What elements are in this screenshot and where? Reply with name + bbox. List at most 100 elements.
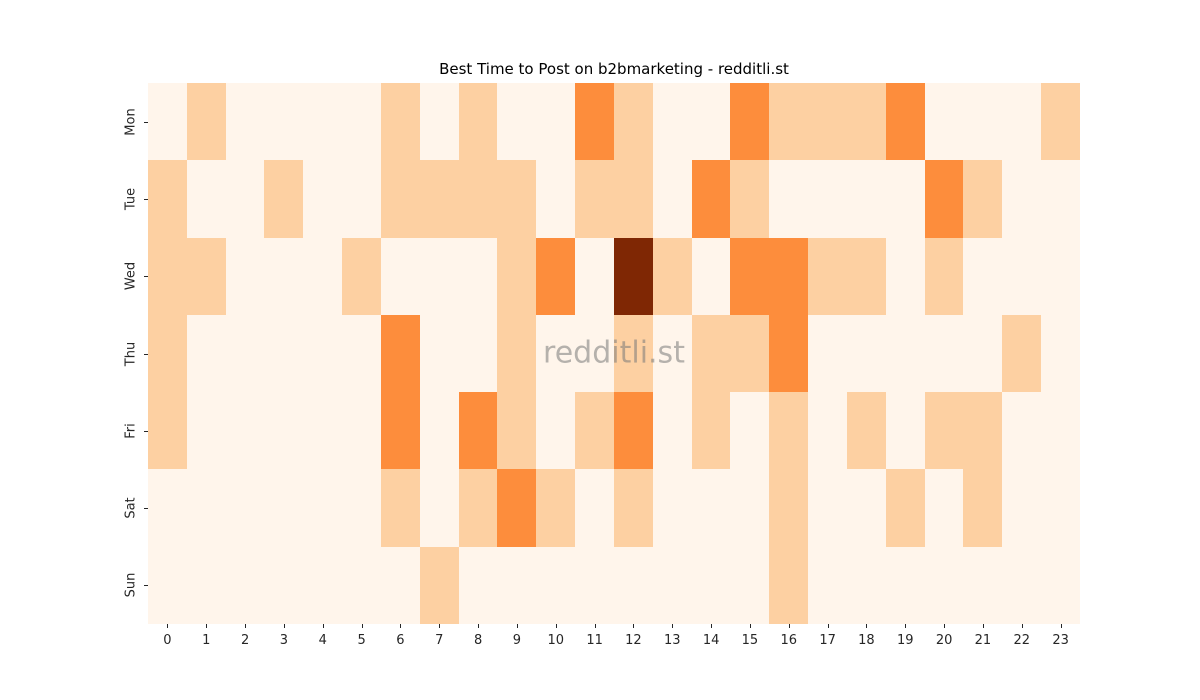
heatmap-cell xyxy=(963,160,1003,238)
x-tick-label: 21 xyxy=(974,633,992,648)
heatmap-cell xyxy=(730,392,770,470)
heatmap-cell xyxy=(148,469,187,547)
heatmap-cell xyxy=(885,469,925,547)
heatmap-grid xyxy=(148,83,1080,624)
heatmap-cell xyxy=(186,83,226,161)
heatmap-cell xyxy=(148,83,187,161)
heatmap-cell xyxy=(691,392,731,470)
heatmap-cell xyxy=(575,546,614,624)
heatmap-cell xyxy=(575,160,614,238)
heatmap-cell xyxy=(458,237,498,315)
heatmap-cell xyxy=(730,160,770,238)
heatmap-cell xyxy=(186,237,226,315)
x-tick-label: 0 xyxy=(163,633,172,648)
heatmap-cell xyxy=(769,83,809,161)
heatmap-cell xyxy=(536,314,576,393)
x-tick-label: 2 xyxy=(240,633,250,648)
chart-title: Best Time to Post on b2bmarketing - redd… xyxy=(439,60,789,78)
heatmap-cell xyxy=(264,392,304,470)
heatmap-cell xyxy=(575,392,614,470)
x-tick-label: 3 xyxy=(279,633,289,648)
x-tick-label: 14 xyxy=(702,633,720,648)
heatmap-cell xyxy=(536,469,576,547)
heatmap-cell xyxy=(1002,392,1042,470)
x-tick-mark xyxy=(206,624,208,628)
heatmap-cell xyxy=(303,237,343,315)
heatmap-cell xyxy=(613,160,653,238)
heatmap-cell xyxy=(1041,237,1080,315)
heatmap-cell xyxy=(691,237,731,315)
heatmap-cell xyxy=(536,392,576,470)
y-tick-mark xyxy=(144,585,148,587)
heatmap-cell xyxy=(846,237,886,315)
heatmap-cell xyxy=(186,314,226,393)
heatmap-cell xyxy=(497,160,537,238)
y-tick-label: Sun xyxy=(123,573,139,598)
heatmap-cell xyxy=(342,237,381,315)
heatmap-cell xyxy=(963,469,1003,547)
heatmap-cell xyxy=(497,546,537,624)
heatmap-cell xyxy=(303,469,343,547)
heatmap-cell xyxy=(536,83,576,161)
heatmap-cell xyxy=(497,314,537,393)
heatmap-cell xyxy=(575,469,614,547)
heatmap-cell xyxy=(148,237,187,315)
plot-area: redditli.st xyxy=(148,83,1080,624)
x-tick-mark xyxy=(478,624,480,628)
heatmap-cell xyxy=(575,314,614,393)
heatmap-cell xyxy=(885,314,925,393)
heatmap-cell xyxy=(691,469,731,547)
y-tick-mark xyxy=(144,276,148,278)
heatmap-cell xyxy=(264,160,304,238)
heatmap-cell xyxy=(730,546,770,624)
heatmap-cell xyxy=(691,83,731,161)
heatmap-cell xyxy=(342,160,381,238)
heatmap-cell xyxy=(808,314,847,393)
heatmap-cell xyxy=(613,392,653,470)
heatmap-cell xyxy=(148,160,187,238)
x-tick-mark xyxy=(982,624,984,628)
heatmap-cell xyxy=(846,546,886,624)
x-tick-label: 15 xyxy=(741,633,759,648)
heatmap-cell xyxy=(303,83,343,161)
heatmap-cell xyxy=(963,314,1003,393)
heatmap-cell xyxy=(419,392,459,470)
heatmap-cell xyxy=(1041,469,1080,547)
heatmap-cell xyxy=(380,160,420,238)
heatmap-cell xyxy=(380,314,420,393)
x-tick-label: 5 xyxy=(357,633,366,648)
y-tick-mark xyxy=(144,121,148,123)
x-tick-label: 1 xyxy=(202,633,211,648)
heatmap-cell xyxy=(303,160,343,238)
heatmap-cell xyxy=(264,314,304,393)
heatmap-cell xyxy=(536,237,576,315)
heatmap-cell xyxy=(380,469,420,547)
heatmap-cell xyxy=(303,314,343,393)
heatmap-cell xyxy=(458,83,498,161)
heatmap-cell xyxy=(730,314,770,393)
heatmap-cell xyxy=(1002,546,1042,624)
heatmap-cell xyxy=(1002,469,1042,547)
heatmap-cell xyxy=(264,546,304,624)
heatmap-cell xyxy=(148,392,187,470)
heatmap-cell xyxy=(730,237,770,315)
heatmap-cell xyxy=(846,160,886,238)
y-tick-label: Tue xyxy=(123,187,139,210)
heatmap-cell xyxy=(885,83,925,161)
heatmap-cell xyxy=(264,469,304,547)
y-tick-label: Wed xyxy=(123,262,139,291)
heatmap-cell xyxy=(769,469,809,547)
x-tick-mark xyxy=(672,624,674,628)
heatmap-cell xyxy=(1041,392,1080,470)
x-tick-label: 17 xyxy=(819,633,836,648)
heatmap-cell xyxy=(380,392,420,470)
heatmap-cell xyxy=(652,392,692,470)
heatmap-cell xyxy=(613,469,653,547)
heatmap-cell xyxy=(458,160,498,238)
x-tick-label: 19 xyxy=(897,633,914,648)
heatmap-cell xyxy=(613,237,653,315)
y-tick-label: Thu xyxy=(123,341,139,366)
heatmap-cell xyxy=(652,160,692,238)
heatmap-cell xyxy=(186,392,226,470)
